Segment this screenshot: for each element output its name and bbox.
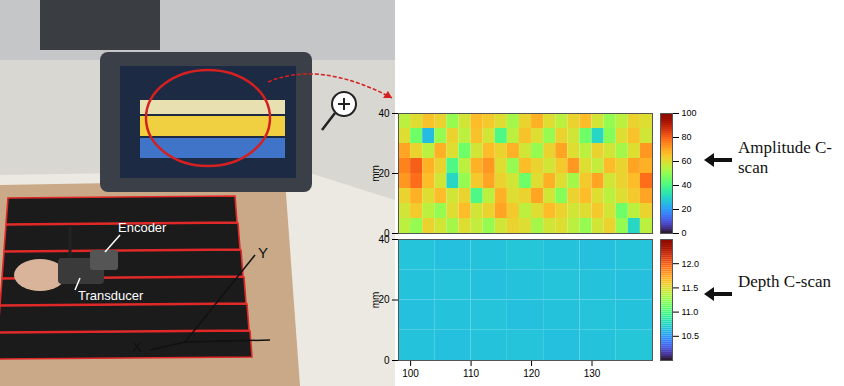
svg-text:80: 80 bbox=[682, 132, 692, 142]
svg-text:0: 0 bbox=[682, 228, 687, 238]
svg-text:0: 0 bbox=[384, 355, 390, 366]
svg-text:40: 40 bbox=[378, 234, 390, 245]
svg-text:20: 20 bbox=[682, 204, 692, 214]
svg-text:20: 20 bbox=[378, 294, 390, 306]
svg-text:11.5: 11.5 bbox=[682, 283, 699, 293]
svg-text:mm: mm bbox=[370, 165, 381, 182]
svg-text:Y: Y bbox=[258, 244, 268, 261]
svg-text:100: 100 bbox=[402, 368, 419, 379]
svg-text:120: 120 bbox=[523, 368, 540, 379]
svg-text:20: 20 bbox=[378, 167, 390, 179]
svg-text:100: 100 bbox=[682, 108, 697, 118]
svg-text:40: 40 bbox=[682, 180, 692, 190]
svg-text:mm: mm bbox=[370, 292, 381, 309]
html-text:Depth C-scan: Depth C-scan bbox=[738, 272, 831, 291]
svg-text:110: 110 bbox=[463, 368, 479, 379]
svg-text:60: 60 bbox=[682, 156, 692, 166]
html-text:Amplitude C-scan: Amplitude C-scan bbox=[738, 138, 832, 177]
svg-text:130: 130 bbox=[584, 368, 601, 379]
svg-text:11.0: 11.0 bbox=[682, 307, 699, 317]
svg-text:40: 40 bbox=[378, 108, 390, 119]
svg-text:10.5: 10.5 bbox=[682, 331, 700, 341]
svg-text:12.0: 12.0 bbox=[682, 259, 700, 269]
svg-text:Transducer: Transducer bbox=[78, 288, 144, 303]
svg-text:X: X bbox=[132, 338, 142, 355]
svg-text:Encoder: Encoder bbox=[118, 220, 167, 235]
